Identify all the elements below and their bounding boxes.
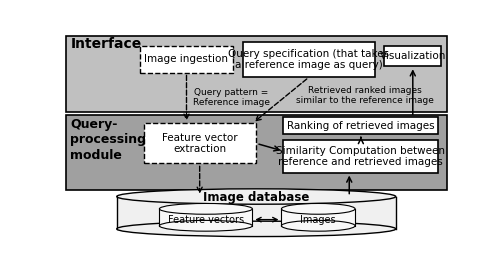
Text: Feature vector
extraction: Feature vector extraction — [162, 133, 238, 154]
Bar — [66, 36, 447, 112]
Text: Similarity Computation between
reference and retrieved images: Similarity Computation between reference… — [276, 146, 446, 167]
FancyBboxPatch shape — [243, 42, 375, 77]
Ellipse shape — [117, 221, 396, 237]
Bar — [160, 209, 252, 226]
Text: Interface: Interface — [70, 37, 142, 51]
Text: Visualization: Visualization — [380, 51, 446, 62]
Text: Ranking of retrieved images: Ranking of retrieved images — [287, 121, 434, 131]
Text: Query pattern =
Reference image: Query pattern = Reference image — [193, 88, 270, 107]
Ellipse shape — [282, 220, 355, 231]
Ellipse shape — [160, 220, 252, 231]
Text: Image ingestion: Image ingestion — [144, 54, 228, 64]
Text: Query specification (that takes
a reference image as query): Query specification (that takes a refere… — [228, 49, 390, 70]
FancyBboxPatch shape — [284, 140, 438, 173]
Text: Images: Images — [300, 215, 336, 225]
Text: Feature vectors: Feature vectors — [168, 215, 244, 225]
Text: Query-
processing
module: Query- processing module — [70, 118, 146, 162]
FancyBboxPatch shape — [144, 123, 256, 163]
Bar — [282, 209, 355, 226]
Ellipse shape — [117, 189, 396, 204]
FancyBboxPatch shape — [384, 46, 442, 66]
Text: Retrieved ranked images
similar to the reference image: Retrieved ranked images similar to the r… — [296, 86, 434, 105]
Ellipse shape — [160, 204, 252, 214]
Ellipse shape — [282, 204, 355, 214]
FancyBboxPatch shape — [284, 117, 438, 134]
Bar — [66, 115, 447, 190]
Bar — [117, 196, 396, 229]
FancyBboxPatch shape — [140, 46, 233, 73]
Text: Image database: Image database — [203, 191, 310, 204]
